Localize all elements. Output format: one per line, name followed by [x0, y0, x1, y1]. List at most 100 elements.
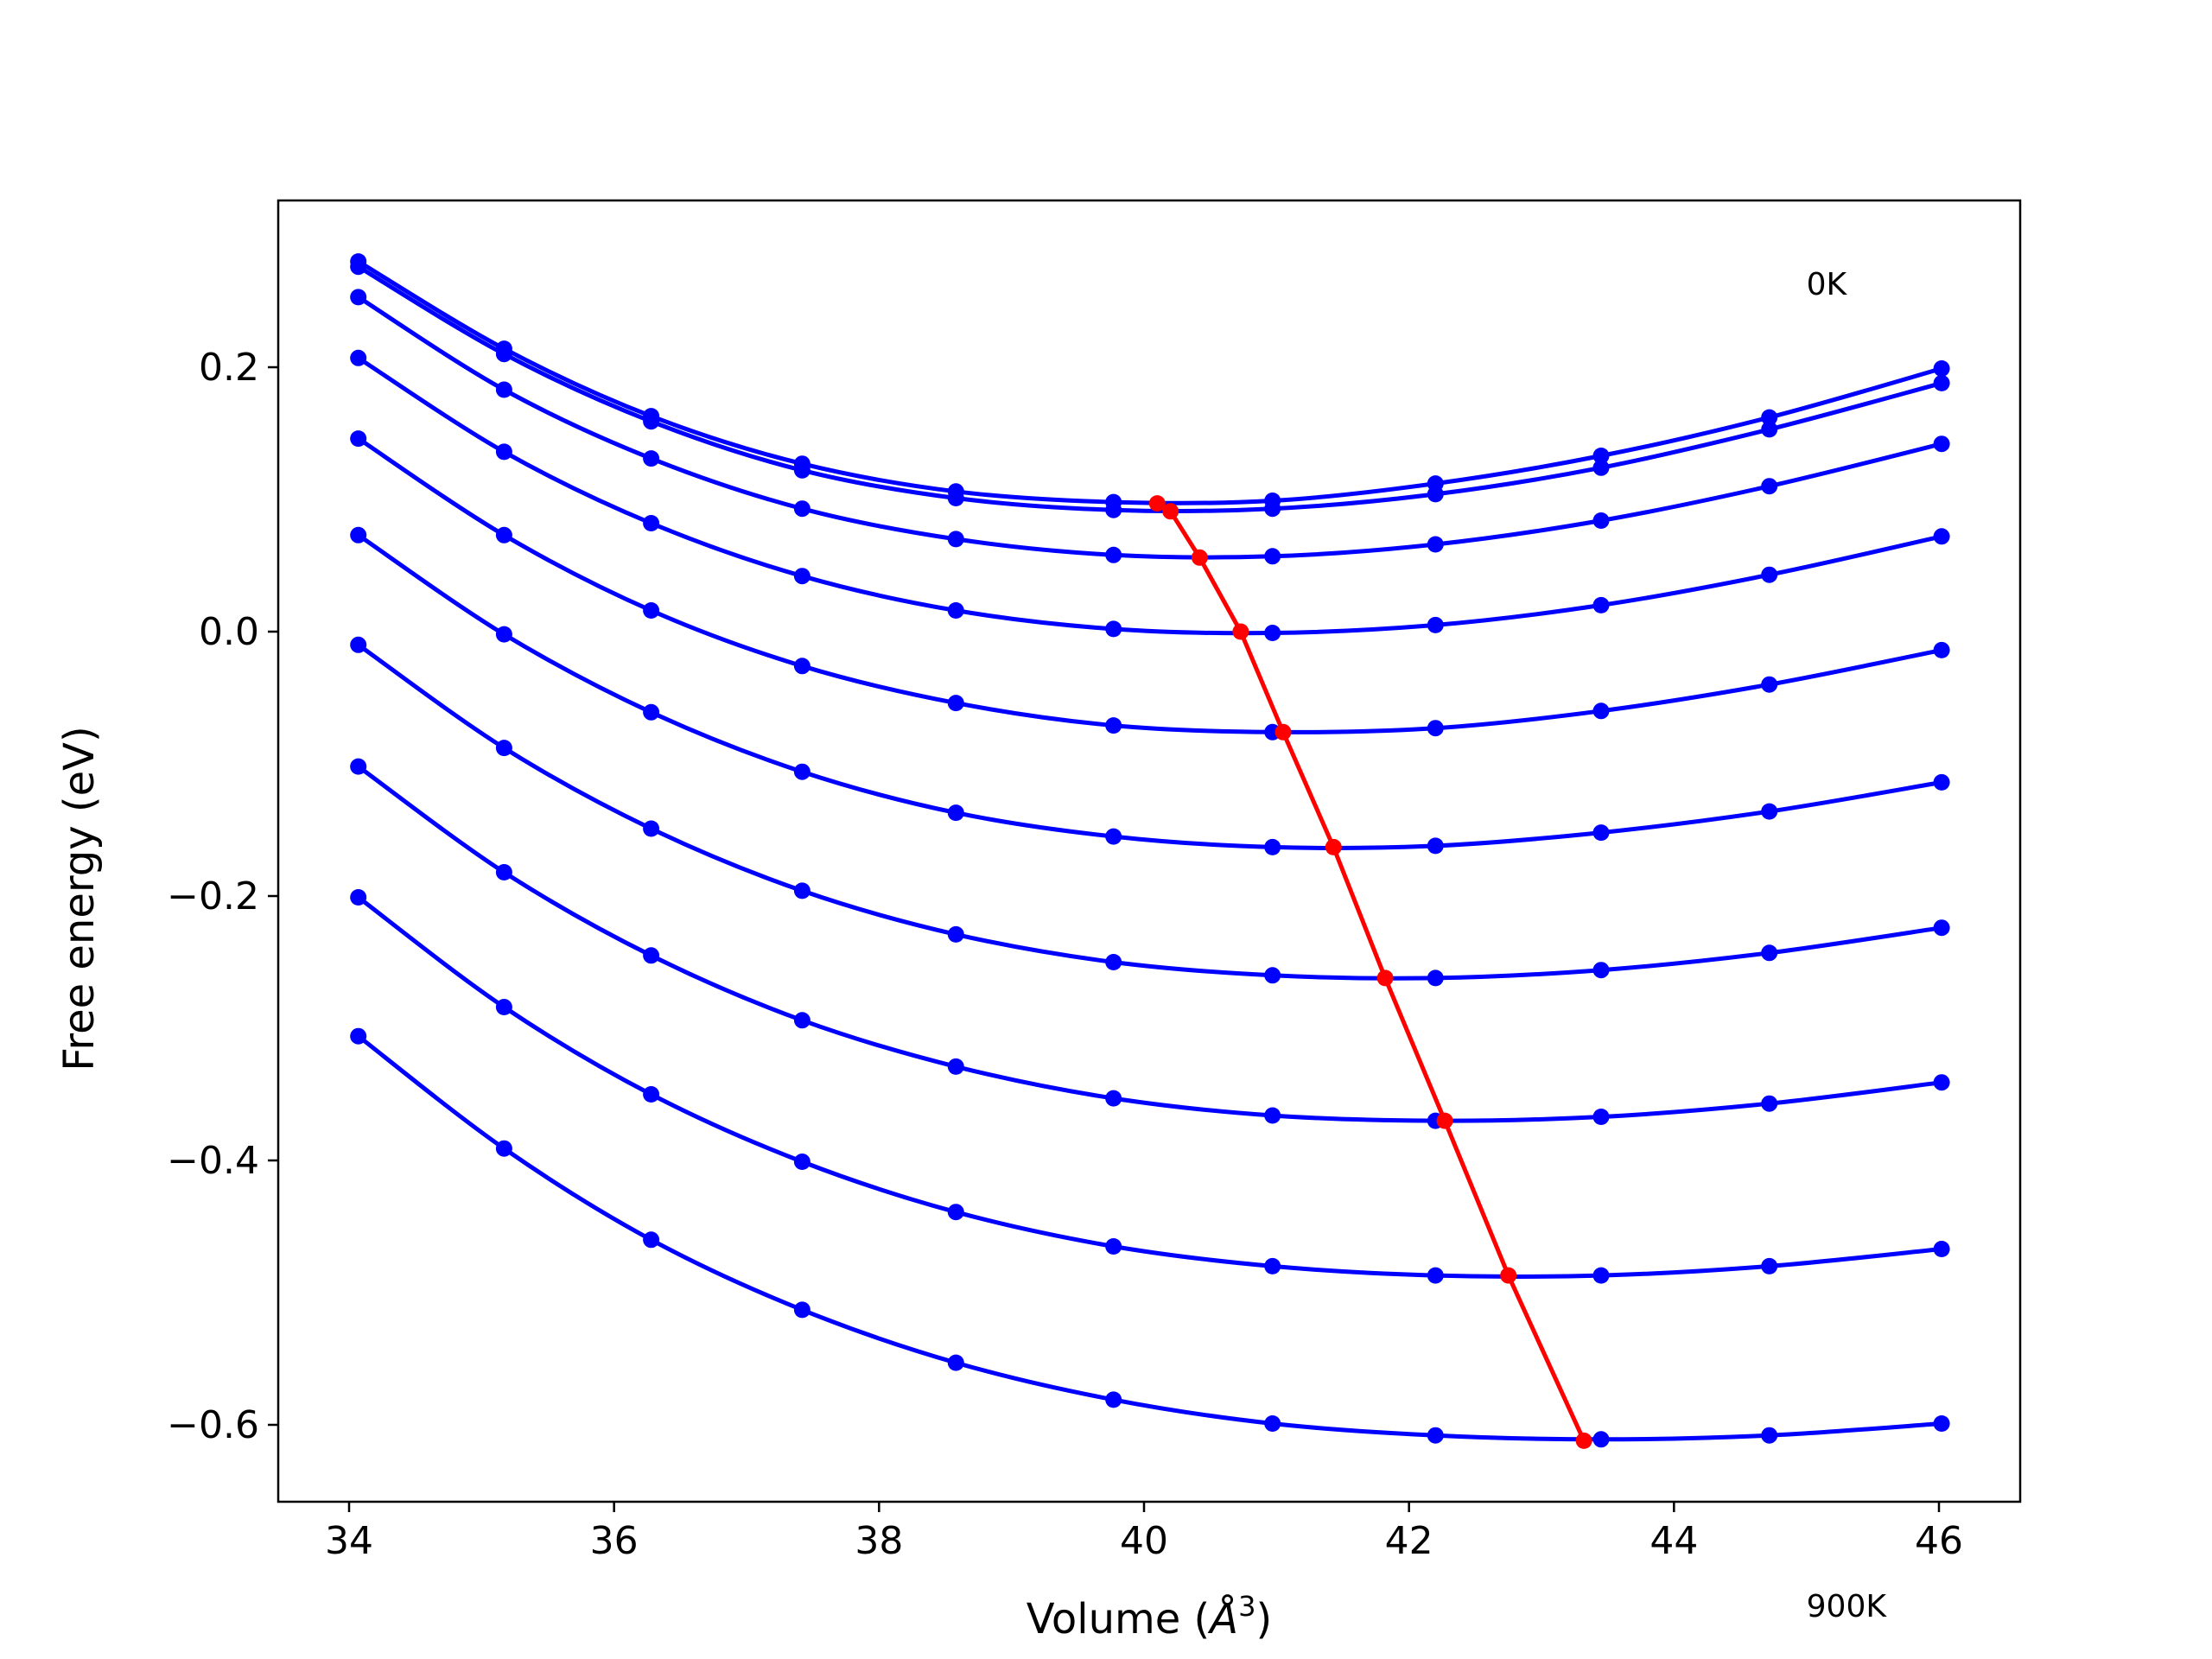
series-8 — [350, 889, 1950, 1284]
x-tick-label-2: 38 — [855, 1519, 903, 1563]
series-6-point-3 — [793, 882, 810, 899]
series-8-point-1 — [495, 999, 512, 1015]
series-2-point-7 — [1427, 536, 1444, 553]
series-3-point-8 — [1592, 596, 1610, 613]
x-tick-label-6: 46 — [1915, 1519, 1963, 1563]
series-6-point-2 — [643, 820, 660, 837]
series-6-point-0 — [350, 636, 367, 653]
series-2-point-1 — [495, 381, 512, 398]
series-2-point-8 — [1592, 512, 1610, 529]
series-9-point-7 — [1427, 1427, 1444, 1444]
series-7-point-1 — [495, 864, 512, 880]
series-1-point-1 — [495, 346, 512, 363]
series-1 — [350, 258, 1950, 518]
series-1-point-2 — [643, 413, 660, 430]
y-tick-label-1: 0.0 — [199, 610, 259, 654]
series-7-point-8 — [1592, 1109, 1610, 1125]
series-1-point-7 — [1427, 486, 1444, 503]
series-7-point-5 — [1105, 1090, 1122, 1107]
series-2-point-3 — [793, 500, 810, 518]
series-2 — [350, 289, 1950, 565]
series-6-point-5 — [1105, 954, 1122, 970]
series-5-point-1 — [495, 626, 512, 643]
series-9-point-6 — [1264, 1415, 1281, 1432]
series-0-point-8 — [1592, 448, 1610, 464]
series-3 — [350, 349, 1950, 641]
series-5-point-4 — [947, 804, 964, 822]
series-9-point-0 — [350, 1027, 367, 1045]
series-8-point-4 — [947, 1204, 964, 1221]
x-tick-label-4: 42 — [1385, 1519, 1433, 1563]
series-8-point-9 — [1761, 1257, 1778, 1274]
series-2-point-10 — [1933, 435, 1950, 453]
y-tick-label-0: 0.2 — [199, 346, 259, 390]
series-3-point-1 — [495, 443, 512, 461]
series-8-point-5 — [1105, 1238, 1122, 1255]
series-5 — [350, 526, 1950, 855]
minima-point-1 — [1162, 503, 1179, 520]
series-layer — [350, 253, 1950, 1448]
series-7-point-3 — [793, 1012, 810, 1029]
series-7-point-6 — [1264, 1107, 1281, 1124]
series-2-point-0 — [350, 289, 367, 306]
series-7-point-9 — [1761, 1095, 1778, 1112]
plot-frame — [276, 199, 2022, 1503]
series-4-point-7 — [1427, 720, 1444, 737]
minima-point-7 — [1436, 1112, 1453, 1129]
y-axis-ticks: 0.2 0.0 −0.2 −0.4 −0.6 — [167, 346, 278, 1447]
series-6-point-6 — [1264, 967, 1281, 984]
series-1-point-8 — [1592, 459, 1610, 476]
series-9-point-3 — [793, 1301, 810, 1319]
series-8-point-6 — [1264, 1257, 1281, 1274]
minima-point-0 — [1148, 495, 1166, 512]
series-5-point-7 — [1427, 837, 1444, 855]
series-8-point-10 — [1933, 1241, 1950, 1257]
series-6-point-4 — [947, 925, 964, 943]
series-0-point-10 — [1933, 360, 1950, 377]
series-2-point-6 — [1264, 548, 1281, 565]
series-1-point-5 — [1105, 501, 1122, 518]
series-9-point-1 — [495, 1140, 512, 1157]
annotation-1: 900K — [1807, 1589, 1888, 1624]
series-6-point-10 — [1933, 919, 1950, 937]
series-5-point-9 — [1761, 803, 1778, 820]
series-2-point-5 — [1105, 546, 1122, 563]
minima-point-5 — [1325, 838, 1342, 855]
series-9-point-4 — [947, 1354, 964, 1371]
series-4-point-10 — [1933, 641, 1950, 658]
series-4-point-1 — [495, 526, 512, 543]
series-5-point-10 — [1933, 773, 1950, 791]
series-1-point-4 — [947, 490, 964, 506]
series-1-point-3 — [793, 461, 810, 479]
series-4-point-2 — [643, 602, 660, 619]
series-3-point-7 — [1427, 616, 1444, 633]
series-6-point-1 — [495, 740, 512, 757]
series-3-point-9 — [1761, 566, 1778, 583]
series-1-point-0 — [350, 258, 367, 276]
series-7-point-0 — [350, 758, 367, 775]
series-6-point-9 — [1761, 944, 1778, 962]
series-3-point-10 — [1933, 528, 1950, 545]
minima-point-9 — [1575, 1432, 1592, 1449]
x-tick-label-1: 36 — [590, 1519, 639, 1563]
x-tick-label-0: 34 — [325, 1519, 373, 1563]
series-9-point-8 — [1592, 1431, 1610, 1448]
series-3-point-5 — [1105, 620, 1122, 638]
x-axis-label-superscript: 3 — [1238, 1590, 1255, 1623]
x-axis-label: Volume (Å3) — [1027, 1590, 1272, 1643]
series-3-point-6 — [1264, 625, 1281, 641]
series-7-point-4 — [947, 1058, 964, 1075]
series-7 — [350, 758, 1950, 1129]
series-0-point-9 — [1761, 409, 1778, 426]
series-4-point-5 — [1105, 717, 1122, 734]
annotations: 0K 900K — [1807, 267, 1888, 1624]
series-8-point-0 — [350, 889, 367, 906]
series-8-point-2 — [643, 1086, 660, 1103]
series-5-point-2 — [643, 703, 660, 721]
series-4-point-4 — [947, 695, 964, 712]
x-axis-ticks: 34 36 38 40 42 44 46 — [325, 1502, 1963, 1563]
series-1-point-10 — [1933, 374, 1950, 391]
series-3-point-4 — [947, 602, 964, 619]
series-4-point-9 — [1761, 676, 1778, 693]
